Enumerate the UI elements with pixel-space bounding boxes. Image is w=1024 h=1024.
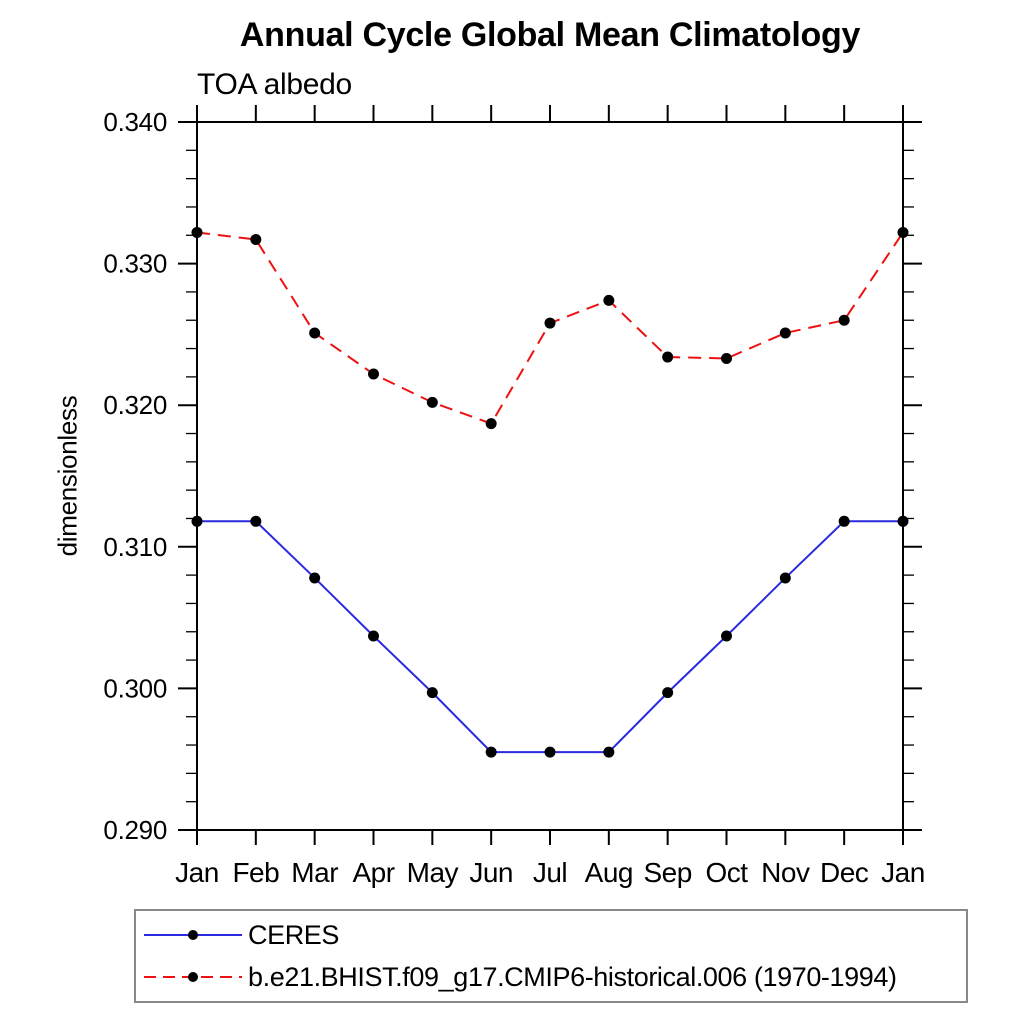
series-0-marker [603,746,615,758]
series-1-marker [250,234,262,246]
series-1-marker [721,352,732,364]
legend-marker-dot [188,930,198,940]
series-1-marker [309,327,321,339]
series-1-marker [426,396,438,408]
series-0-marker [250,515,262,527]
series-1-marker [662,351,674,363]
series-0-marker [309,572,321,584]
legend-label-model: b.e21.BHIST.f09_g17.CMIP6-historical.006… [248,961,897,992]
series-1-marker [897,226,909,238]
dashed-line-sample [144,972,242,982]
series-1-marker [603,294,615,306]
series-1-marker [368,368,379,380]
x-axis-tick-label: Nov [761,857,810,888]
legend-item-model: b.e21.BHIST.f09_g17.CMIP6-historical.006… [141,956,966,998]
series-0-marker [191,515,203,527]
series-0-marker [544,746,556,758]
series-1-marker [544,317,556,329]
x-axis-tick-label: Dec [820,857,869,888]
series-1-marker [191,226,203,238]
series-0-marker [779,572,791,584]
series-line-0 [197,520,903,754]
series-0-marker [485,746,497,758]
y-axis-tick-label: 0.340 [103,107,167,137]
series-0-marker [368,630,379,642]
series-1-marker [485,418,497,430]
legend-item-ceres: CERES [141,914,966,956]
legend: CERES b.e21.BHIST.f09_g17.CMIP6-historic… [134,909,968,1003]
y-axis-tick-label: 0.300 [103,673,167,703]
series-0-marker [838,515,850,527]
y-axis-tick-label: 0.290 [103,815,167,845]
x-axis-tick-label: Aug [585,857,633,888]
series-1-marker [838,314,850,326]
series-0-marker [721,630,732,642]
y-axis-tick-label: 0.310 [103,532,167,562]
x-axis-tick-label: Jul [533,857,567,888]
y-axis-tick-label: 0.320 [103,390,167,420]
x-axis-tick-label: Jun [469,857,513,888]
x-axis-tick-label: Jan [881,857,925,888]
series-0-marker [897,515,909,527]
x-axis-tick-label: May [407,857,459,888]
chart-title: Annual Cycle Global Mean Climatology [239,16,861,54]
legend-marker-dot [188,972,198,982]
x-axis-tick-label: Sep [644,857,692,888]
legend-label-ceres: CERES [248,919,340,950]
x-axis-tick-label: Mar [291,857,338,888]
x-axis-tick-label: Jan [175,857,219,888]
solid-line-sample [144,930,242,940]
y-axis-tick-label: 0.330 [103,249,167,279]
x-axis-tick-label: Apr [352,857,394,888]
x-axis-tick-label: Feb [232,857,279,888]
series-0-marker [662,687,674,699]
chart-subtitle: TOA albedo [197,68,352,101]
series-0-marker [426,687,438,699]
series-1-marker [779,327,791,339]
x-axis-tick-label: Oct [705,857,748,888]
